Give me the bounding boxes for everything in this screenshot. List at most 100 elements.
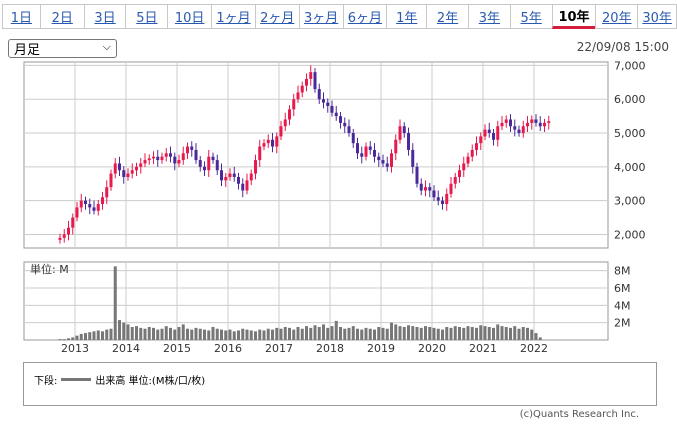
candle-body [500,122,504,127]
tab-3[interactable]: 3日 [83,4,126,29]
volume-bar [326,327,330,340]
candle-body [135,166,138,171]
volume-bar [453,326,457,340]
volume-bar [428,327,432,340]
candle-body [436,197,440,201]
volume-bar [177,327,181,340]
volume-bar [139,327,143,340]
candle-body [241,183,245,191]
volume-bar [513,326,517,340]
candle-body [177,160,181,164]
volume-bar [538,337,542,340]
x-tick-label: 2018 [316,342,344,355]
tab-10[interactable]: 1年 [386,4,427,29]
candle-body [479,136,483,144]
volume-bar [254,331,257,340]
candle-body [258,146,262,161]
candle-body [79,200,83,208]
volume-bar [424,326,427,340]
volume-bar [215,328,219,340]
volume-bar [62,339,66,340]
candle-body [322,99,325,103]
candle-body [271,139,274,147]
volume-bar [266,328,270,340]
candle-body [122,170,126,177]
legend-row: 下段: 出来高 単位:(M株/口/枚) [34,372,205,387]
tab-12[interactable]: 3年 [467,4,510,29]
tab-13[interactable]: 5年 [509,4,552,29]
tab-9[interactable]: 6ヶ月 [342,4,387,29]
candle-body [449,183,453,194]
volume-bar [356,328,359,340]
volume-bar [109,328,113,340]
candle-body [190,146,194,150]
volume-bar [521,327,525,340]
volume-bar [249,330,253,340]
candle-body [305,78,308,86]
volume-bar [118,320,121,340]
timestamp: 22/09/08 15:00 [576,40,669,54]
candle-body [309,72,313,79]
candle-body [364,146,368,157]
candle-body [296,92,300,100]
volume-bar [449,327,453,340]
x-tick-label: 2020 [418,342,446,355]
price-tick-label: 4,000 [614,161,646,174]
volume-bar [368,328,372,340]
volume-bar [339,327,342,340]
tab-6[interactable]: 1ヶ月 [211,4,255,29]
volume-bar [283,327,287,340]
volume-bar [228,329,232,340]
candle-body [394,139,398,154]
period-select[interactable]: 月足 ⌵ [8,39,117,58]
candle-body [402,126,406,134]
tab-8[interactable]: 3ヶ月 [298,4,343,29]
volume-bar [377,327,381,340]
volume-bar [462,327,466,340]
volume-bar [164,326,168,340]
volume-bar [279,328,283,340]
volume-bar [351,326,355,340]
volume-bar [483,326,487,340]
candle-body [67,227,70,235]
price-tick-label: 6,000 [614,93,646,106]
candle-body [538,122,542,127]
candle-body [118,163,121,171]
volume-bar [79,333,83,340]
candle-body [105,187,109,198]
candle-body [377,156,381,161]
volume-bar [101,331,104,340]
candle-body [368,146,372,150]
tab-4[interactable]: 5日 [125,4,168,29]
tab-15[interactable]: 20年 [595,4,638,29]
tab-7[interactable]: 2ヶ月 [254,4,299,29]
legend-text: 出来高 単位:(M株/口/枚) [95,376,206,387]
volume-bar [496,324,500,340]
volume-bar [198,328,202,340]
candle-body [130,170,134,174]
candle-body [113,163,117,174]
volume-bar [105,329,109,340]
candle-body [101,197,104,205]
volume-tick-label: 6M [614,282,631,295]
volume-bar [492,327,495,340]
volume-bar [92,331,96,340]
volume-bar [313,325,317,340]
candle-body [75,207,79,218]
volume-bar [436,328,440,340]
volume-bar [186,328,189,340]
tab-16[interactable]: 30年 [637,4,677,29]
volume-bar [411,326,415,340]
candle-body [407,133,410,150]
tab-14[interactable]: 10年 [551,4,596,29]
volume-bar [479,325,483,340]
tab-5[interactable]: 10日 [167,4,212,29]
tab-11[interactable]: 2年 [426,4,468,29]
candle-body [504,119,508,123]
volume-bar [330,326,334,340]
tab-2[interactable]: 2日 [39,4,84,29]
volume-bar [58,339,62,340]
candle-body [462,163,466,171]
volume-bar [360,329,364,340]
tab-1[interactable]: 1日 [2,4,40,29]
